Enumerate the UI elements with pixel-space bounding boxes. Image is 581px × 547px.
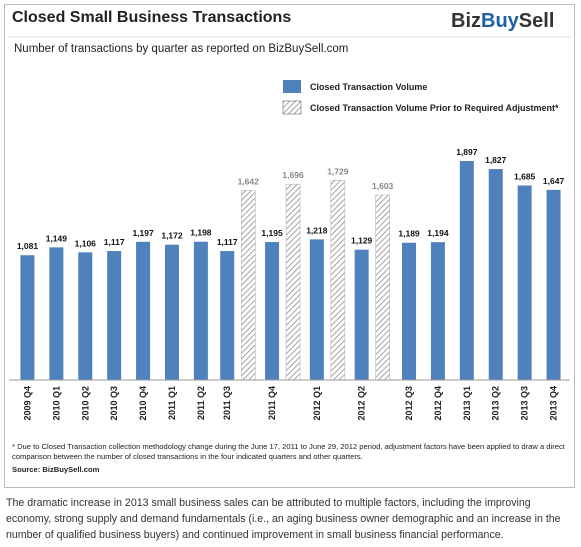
data-label: 1,647: [543, 176, 565, 186]
logo-part: Biz: [451, 10, 481, 32]
data-label: 1,172: [161, 231, 183, 241]
data-label: 1,729: [327, 166, 349, 176]
bar: [309, 239, 324, 380]
x-tick-label: 2011 Q3: [222, 386, 232, 420]
data-label: 1,106: [75, 238, 97, 248]
bar: [78, 252, 93, 380]
logo-part: Buy: [481, 10, 520, 32]
x-tick-label: 2009 Q4: [22, 386, 32, 421]
x-tick-label: 2012 Q1: [312, 386, 322, 421]
x-tick-label: 2013 Q4: [549, 386, 559, 421]
data-label: 1,117: [104, 237, 125, 247]
data-label: 1,897: [456, 147, 478, 157]
data-label: 1,827: [485, 155, 507, 165]
x-tick-label: 2012 Q2: [357, 386, 367, 421]
data-label: 1,685: [514, 171, 536, 181]
bar: [285, 183, 301, 381]
data-label: 1,642: [238, 176, 260, 186]
x-tick-label: 2013 Q1: [462, 386, 472, 421]
chart-title: Closed Small Business Transactions: [12, 9, 291, 26]
bar: [430, 242, 445, 380]
data-label: 1,129: [351, 236, 373, 246]
bar: [459, 161, 474, 380]
source: Source: BizBuySell.com: [12, 465, 100, 474]
x-tick-label: 2011 Q1: [167, 386, 177, 420]
bar: [20, 255, 35, 380]
bar: [49, 247, 64, 380]
chart-frame: [4, 4, 575, 488]
bar: [375, 194, 390, 381]
data-label: 1,603: [372, 181, 394, 191]
bar: [136, 241, 151, 380]
x-tick-label: 2011 Q4: [267, 386, 277, 420]
bar: [488, 169, 503, 380]
data-label: 1,195: [261, 228, 283, 238]
footnote-box: * Due to Closed Transaction collection m…: [12, 442, 565, 474]
chart: Closed Small Business Transactions Numbe…: [8, 9, 571, 474]
bar: [354, 249, 369, 380]
x-tick-label: 2010 Q2: [80, 386, 90, 421]
legend-swatch: [282, 100, 302, 115]
logo-part: Sell: [519, 10, 555, 32]
data-label: 1,149: [46, 233, 68, 243]
x-tick-label: 2012 Q4: [433, 386, 443, 421]
bar: [164, 244, 179, 380]
x-tick-label: 2010 Q3: [109, 386, 119, 421]
x-tick-label: 2012 Q3: [404, 386, 414, 421]
bar: [265, 242, 280, 380]
data-label: 1,197: [132, 228, 154, 238]
legend-swatch: [283, 80, 301, 93]
data-label: 1,696: [282, 170, 304, 180]
bar: [240, 190, 256, 381]
data-label: 1,218: [306, 225, 328, 235]
caption: The dramatic increase in 2013 small busi…: [6, 497, 561, 541]
x-tick-label: 2013 Q3: [520, 386, 530, 421]
data-label: 1,189: [398, 229, 420, 239]
x-tick-label: 2011 Q2: [196, 386, 206, 420]
data-label: 1,194: [427, 228, 449, 238]
x-tick-label: 2010 Q1: [51, 386, 61, 421]
bar: [402, 242, 417, 380]
data-label: 1,198: [190, 228, 212, 238]
bar: [193, 241, 208, 380]
bar: [330, 180, 346, 381]
data-label: 1,117: [217, 237, 238, 247]
x-tick-label: 2010 Q4: [138, 386, 148, 421]
chart-subtitle: Number of transactions by quarter as rep…: [14, 43, 348, 55]
logo: BizBuySell: [451, 10, 554, 32]
x-tick-label: 2013 Q2: [491, 386, 501, 421]
legend-label: Closed Transaction Volume: [310, 82, 427, 92]
bar: [107, 251, 122, 380]
bar: [517, 185, 532, 380]
data-label: 1,081: [17, 241, 39, 251]
legend-label: Closed Transaction Volume Prior to Requi…: [310, 103, 559, 113]
bar: [220, 251, 235, 380]
footnote: * Due to Closed Transaction collection m…: [12, 442, 565, 461]
bar: [546, 189, 561, 380]
